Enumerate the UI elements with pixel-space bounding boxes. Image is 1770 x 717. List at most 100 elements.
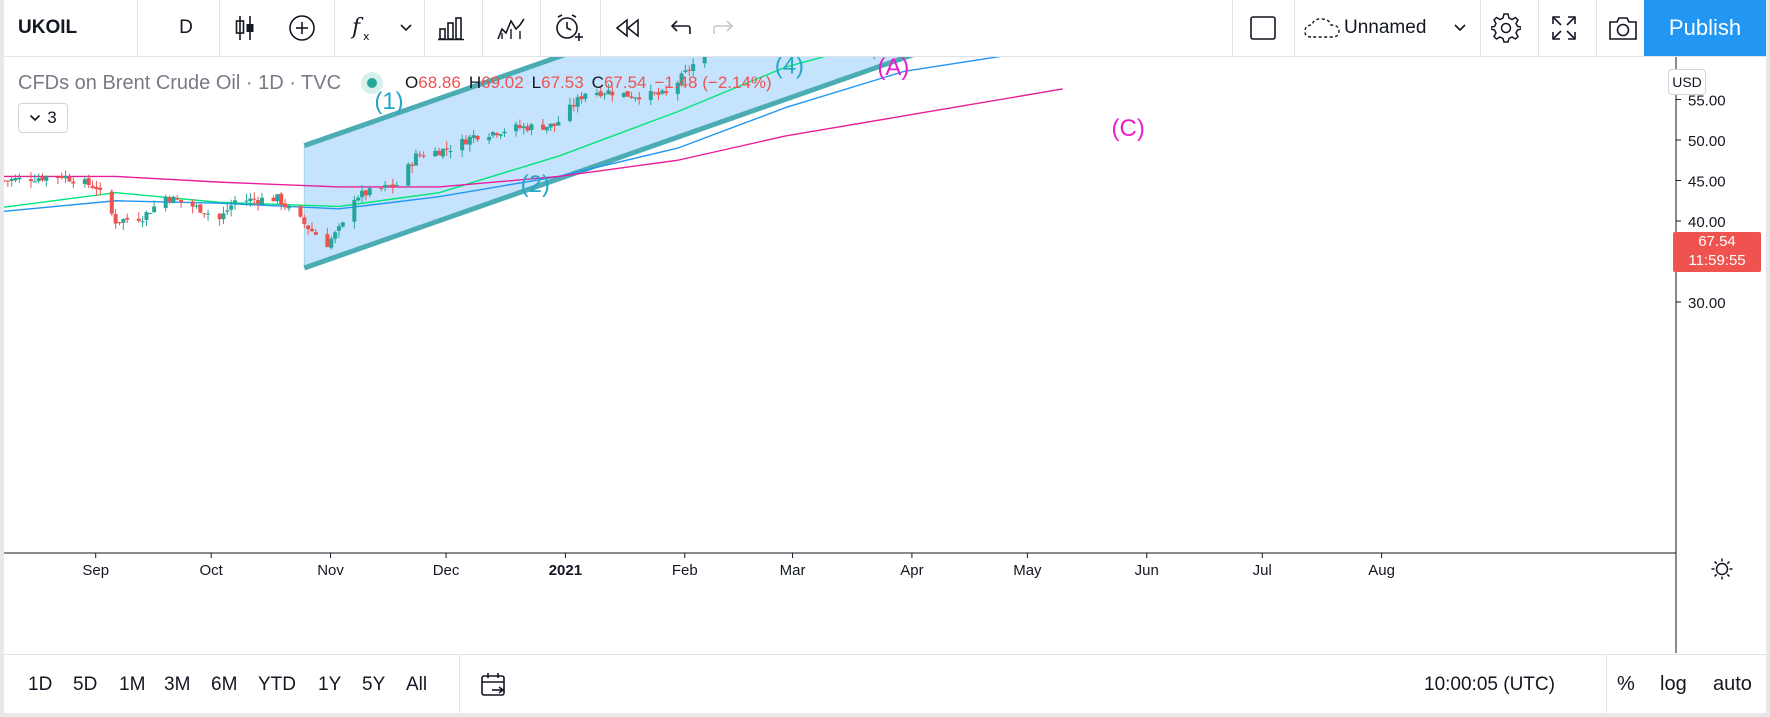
redo-icon[interactable] bbox=[706, 0, 742, 56]
candle bbox=[594, 89, 599, 97]
candle bbox=[221, 206, 226, 225]
toolbar-divider bbox=[424, 0, 425, 56]
candle bbox=[40, 173, 45, 182]
range-5y[interactable]: 5Y bbox=[362, 673, 386, 695]
candle bbox=[363, 189, 368, 201]
candle bbox=[687, 65, 692, 77]
wave-label[interactable]: (A) bbox=[877, 57, 909, 81]
candle bbox=[490, 131, 495, 139]
candle bbox=[152, 200, 157, 214]
range-3m[interactable]: 3M bbox=[164, 673, 191, 695]
auto-scale-toggle[interactable]: auto bbox=[1713, 673, 1752, 695]
current-price: 67.54 bbox=[1698, 233, 1736, 250]
toolbar-divider bbox=[1596, 0, 1597, 56]
toolbar-divider bbox=[540, 0, 541, 56]
chart-canvas[interactable]: (1)(2)(3)(4)(5)(A)(B)(C) 30.0035.0040.00… bbox=[4, 57, 1766, 653]
time-tick-label: Oct bbox=[200, 562, 224, 579]
range-5d[interactable]: 5D bbox=[73, 673, 98, 695]
candle bbox=[379, 187, 384, 192]
symbol-search[interactable]: UKOIL bbox=[18, 17, 78, 38]
chevron-down-icon[interactable] bbox=[394, 0, 418, 56]
wave-label[interactable]: (1) bbox=[374, 88, 403, 115]
candle bbox=[117, 222, 122, 226]
time-tick-label: Feb bbox=[672, 562, 698, 579]
camera-icon[interactable] bbox=[1602, 0, 1644, 56]
calendar-icon[interactable] bbox=[480, 655, 508, 713]
percent-scale-toggle[interactable]: % bbox=[1617, 673, 1635, 695]
candle bbox=[4, 179, 6, 183]
channel-lower-line[interactable] bbox=[303, 57, 1178, 271]
replay-icon[interactable] bbox=[608, 0, 646, 56]
interval-button[interactable]: D bbox=[179, 17, 193, 38]
candle bbox=[579, 92, 584, 104]
candle bbox=[5, 179, 10, 188]
candle bbox=[548, 123, 553, 132]
channel-upper-line[interactable] bbox=[303, 57, 1178, 149]
chevron-down-icon[interactable] bbox=[1448, 0, 1472, 56]
time-tick-label: Jun bbox=[1135, 562, 1159, 579]
candle bbox=[71, 176, 76, 189]
alert-icon[interactable] bbox=[550, 0, 588, 56]
candle bbox=[583, 92, 588, 103]
range-1m[interactable]: 1M bbox=[119, 673, 146, 695]
time-tick-label: Nov bbox=[317, 562, 344, 579]
candle bbox=[329, 236, 334, 250]
candle bbox=[248, 193, 253, 207]
layout-name[interactable]: Unnamed bbox=[1344, 17, 1427, 38]
candle bbox=[109, 189, 114, 217]
financials-icon[interactable] bbox=[432, 0, 470, 56]
candle bbox=[675, 80, 680, 101]
settings-icon[interactable] bbox=[1486, 0, 1526, 56]
candle bbox=[94, 180, 99, 197]
templates-icon[interactable] bbox=[492, 0, 530, 56]
candle bbox=[437, 147, 442, 156]
close-value: 67.54 bbox=[603, 73, 647, 92]
wave-label[interactable]: (4) bbox=[775, 57, 804, 80]
candle bbox=[394, 181, 399, 187]
rectangle-select-icon[interactable] bbox=[1244, 0, 1282, 56]
publish-button[interactable]: Publish bbox=[1644, 0, 1766, 56]
svg-text:f: f bbox=[350, 15, 364, 40]
sun-icon[interactable] bbox=[1711, 558, 1733, 580]
range-all[interactable]: All bbox=[406, 673, 428, 695]
wave-labels[interactable]: (1)(2)(3)(4)(5)(A)(B)(C) bbox=[374, 57, 1145, 198]
candle bbox=[325, 227, 330, 248]
undo-icon[interactable] bbox=[662, 0, 698, 56]
candle bbox=[444, 141, 449, 156]
range-1y[interactable]: 1Y bbox=[318, 673, 342, 695]
candle bbox=[460, 134, 465, 157]
candle bbox=[390, 178, 395, 194]
candle bbox=[44, 175, 49, 187]
candle bbox=[502, 128, 507, 137]
wave-label[interactable]: (2) bbox=[521, 171, 550, 198]
range-6m[interactable]: 6M bbox=[211, 673, 238, 695]
fullscreen-icon[interactable] bbox=[1544, 0, 1584, 56]
candle bbox=[144, 210, 149, 227]
range-1d[interactable]: 1D bbox=[28, 673, 53, 695]
candle bbox=[333, 230, 338, 244]
candle bbox=[259, 192, 264, 206]
wave-label[interactable]: (C) bbox=[1112, 115, 1145, 142]
cloud-icon[interactable] bbox=[1302, 0, 1342, 56]
legend-collapse-button[interactable]: 3 bbox=[18, 103, 68, 133]
candles-icon[interactable] bbox=[226, 0, 264, 56]
candle bbox=[413, 149, 418, 166]
toolbar-divider bbox=[1232, 0, 1233, 56]
candle bbox=[529, 122, 534, 136]
log-scale-toggle[interactable]: log bbox=[1660, 673, 1687, 695]
utc-clock[interactable]: 10:00:05 (UTC) bbox=[1424, 673, 1555, 695]
candle bbox=[13, 174, 18, 183]
candle bbox=[487, 133, 492, 145]
toolbar-divider bbox=[1538, 0, 1539, 56]
candle bbox=[602, 92, 607, 100]
currency-badge[interactable]: USD bbox=[1668, 69, 1706, 95]
candle bbox=[306, 225, 311, 235]
candle bbox=[140, 216, 145, 228]
add-compare-icon[interactable] bbox=[283, 0, 321, 56]
chart-legend[interactable]: CFDs on Brent Crude Oil · 1D · TVC O 68.8… bbox=[18, 70, 772, 96]
range-ytd[interactable]: YTD bbox=[258, 673, 296, 695]
candle bbox=[283, 199, 288, 211]
axes[interactable]: 30.0035.0040.0045.0050.0055.00SepOctNovD… bbox=[4, 57, 1766, 653]
